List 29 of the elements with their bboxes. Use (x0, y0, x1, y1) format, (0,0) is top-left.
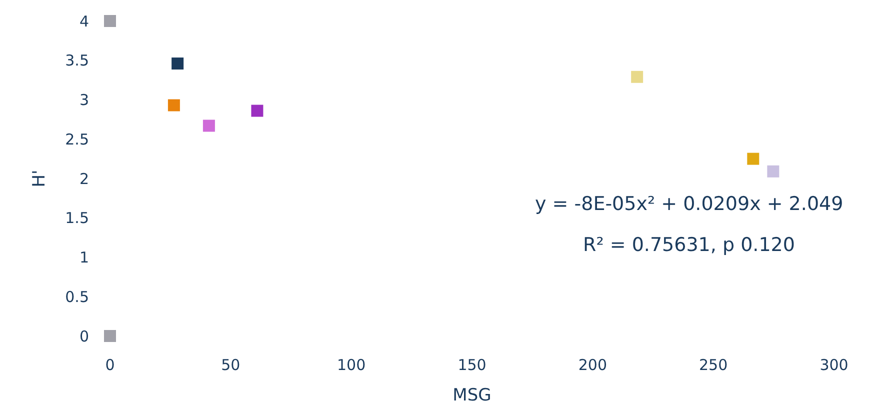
x-tick-label: 0 (105, 356, 115, 374)
annotation: R² = 0.75631, p 0.120 (583, 234, 795, 256)
point (747, 152, 760, 165)
y-tick-label: 3 (79, 91, 89, 109)
annotation: y = -8E-05x² + 0.0209x + 2.049 (535, 193, 844, 215)
y-tick-label: 2 (79, 170, 89, 188)
y-tick-label: 1.5 (65, 209, 89, 228)
x-tick-label: 300 (820, 356, 848, 374)
y-tick-label: 0 (79, 327, 89, 346)
y-tick-label: 3.5 (65, 52, 89, 70)
x-tick-label: 50 (221, 356, 240, 374)
y-tick-label: 2.5 (65, 130, 89, 148)
x-tick-label: 200 (578, 356, 607, 374)
y-tick-label: 0.5 (65, 288, 89, 306)
y-tick-label: 4 (79, 12, 89, 30)
point (767, 165, 780, 178)
point (104, 330, 116, 342)
x-tick-label: 150 (458, 356, 486, 374)
point (172, 58, 184, 70)
x-tick-label: 250 (699, 356, 728, 374)
y-axis-title: H' (30, 170, 50, 188)
point (202, 120, 215, 132)
y-tick-label: 1 (79, 248, 89, 266)
point (104, 15, 116, 27)
x-axis-title: MSG (452, 385, 492, 406)
x-tick-label: 100 (337, 356, 366, 374)
point (631, 70, 644, 83)
point (168, 99, 180, 112)
point (251, 104, 264, 117)
